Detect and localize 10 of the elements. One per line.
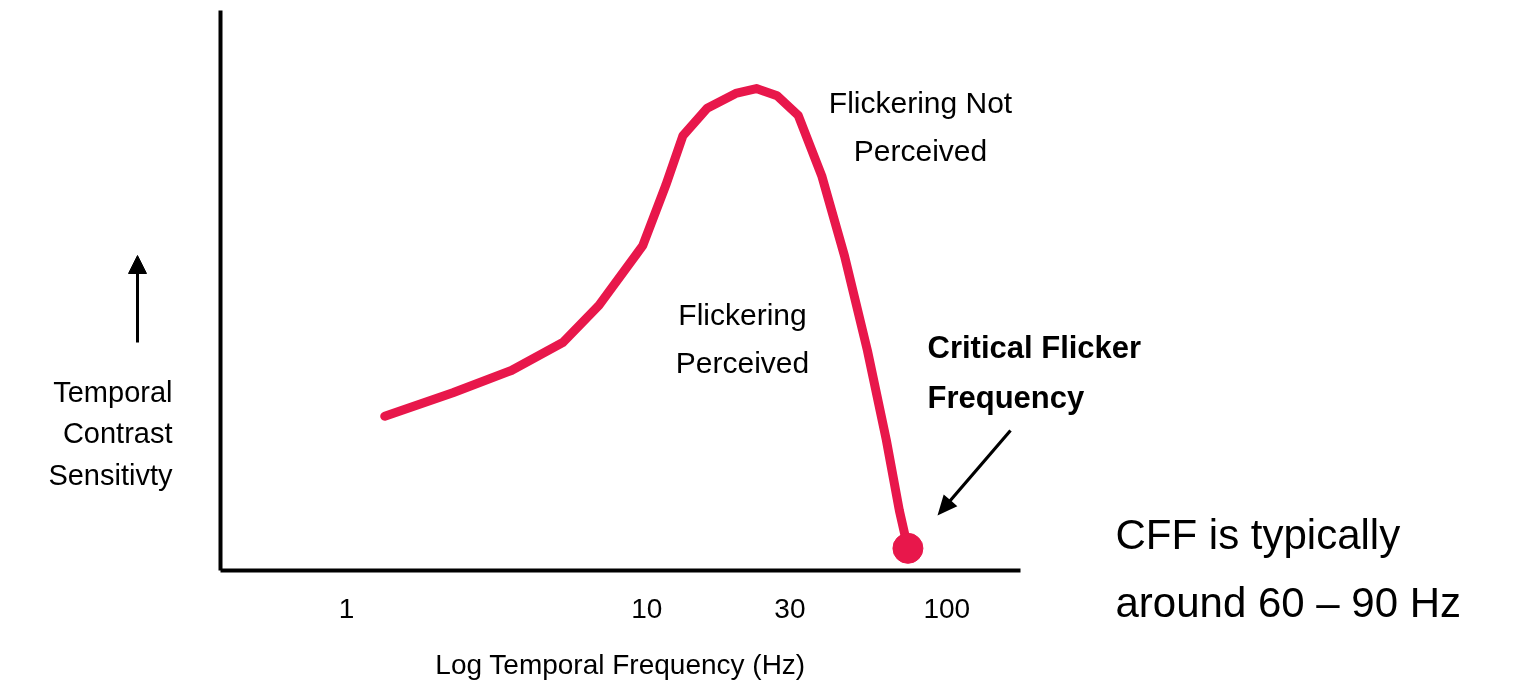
text: CFF is typically around 60 – 90 Hz (1115, 510, 1462, 627)
annotation: Critical Flicker Frequency (927, 329, 1142, 416)
annotation: Flickering Perceived (675, 298, 810, 379)
x-axis-title: Log Temporal Frequency (Hz) (435, 648, 806, 680)
annotation: Flickering Not Perceived (828, 86, 1013, 167)
x-tick-label: 30 (774, 592, 806, 624)
x-tick-label: 100 (923, 592, 971, 624)
x-tick-label: 1 (338, 592, 355, 624)
x-tick-label: 10 (631, 592, 663, 624)
y-axis-title: Temporal Contrast Sensitivty (48, 375, 173, 492)
